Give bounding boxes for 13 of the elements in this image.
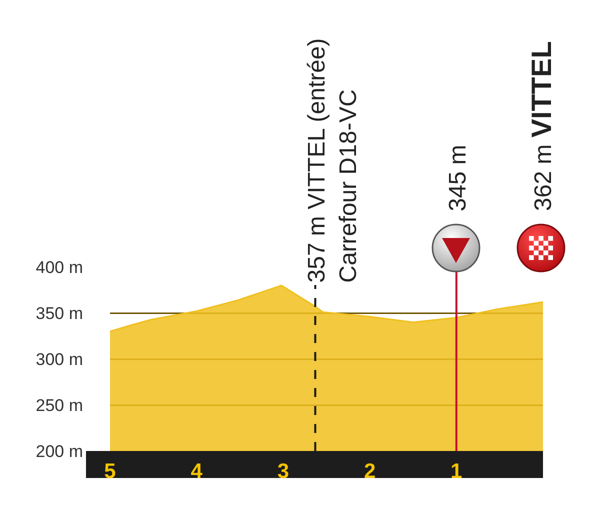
- x-tick-label: 2: [364, 460, 376, 483]
- y-tick-label: 400 m: [36, 258, 83, 277]
- y-tick-label: 350 m: [36, 304, 83, 323]
- y-tick-label: 200 m: [36, 442, 83, 461]
- y-tick-label: 250 m: [36, 396, 83, 415]
- x-tick-label: 4: [190, 460, 203, 483]
- ref-line-label: 345 m: [444, 144, 472, 212]
- ref-line-label: 357 m VITTEL (entrée) Carrefour D18-VC: [304, 38, 362, 283]
- y-tick-label: 300 m: [36, 350, 83, 369]
- x-tick-label: 3: [277, 460, 290, 483]
- x-tick-label: 5: [104, 460, 116, 483]
- text: 362 m VITTEL: [526, 41, 557, 211]
- x-tick-label: 1: [450, 460, 463, 483]
